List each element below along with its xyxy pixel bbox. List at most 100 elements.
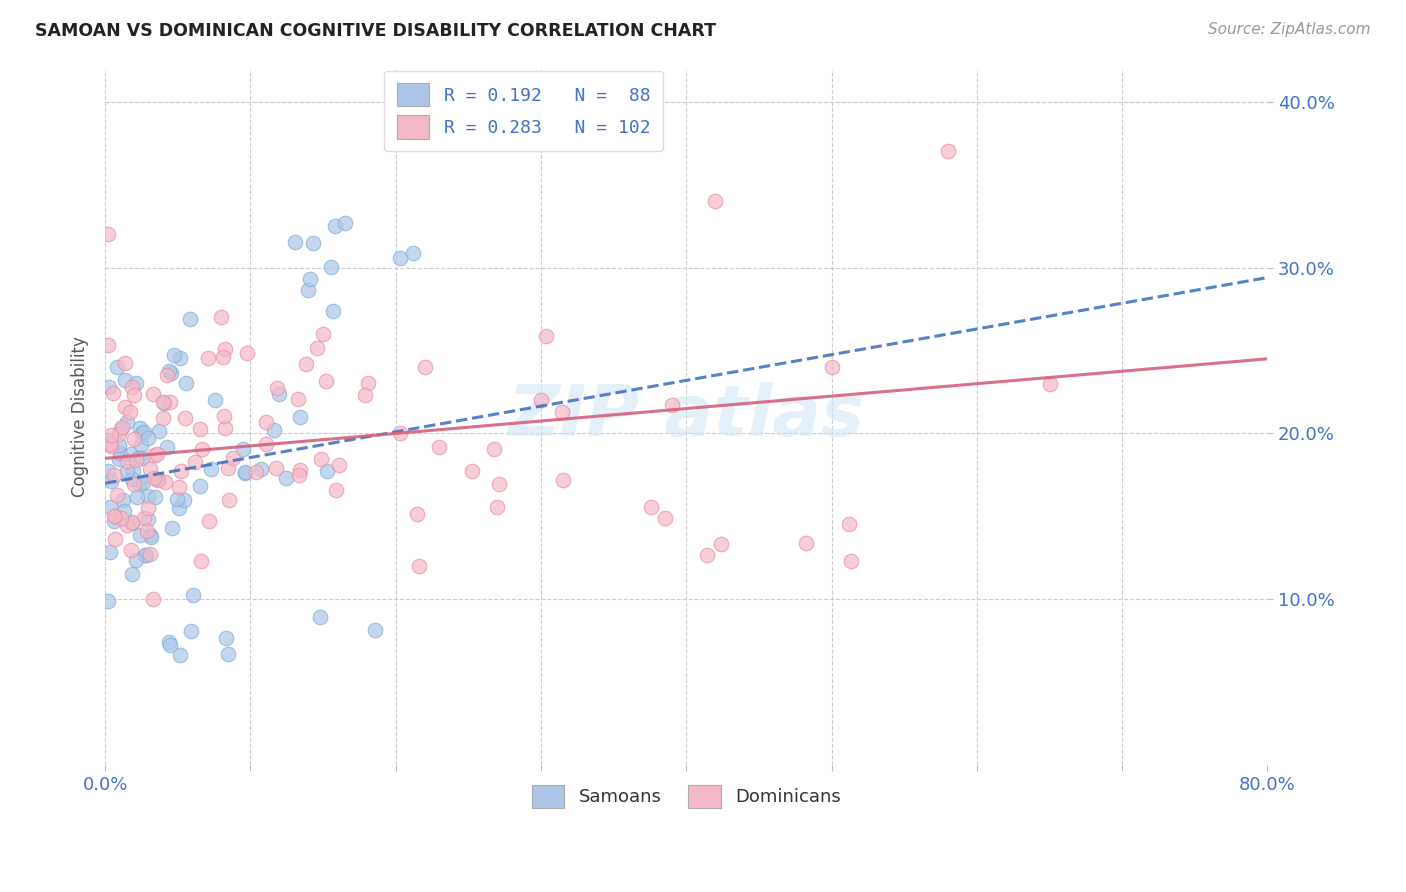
Point (316, 464, 339, 478)
Point (209, 310, 232, 325)
Point (315, 375, 337, 389)
Point (117, 454, 139, 468)
Point (233, 467, 256, 481)
Point (152, 395, 174, 409)
Point (120, 447, 142, 461)
Point (115, 464, 138, 478)
Point (97, 593, 120, 607)
Point (134, 510, 156, 524)
Point (152, 396, 174, 410)
Point (661, 398, 683, 412)
Point (551, 405, 574, 419)
Point (190, 554, 212, 568)
Point (312, 326, 335, 341)
Point (143, 449, 166, 463)
Point (104, 508, 127, 523)
Point (146, 473, 169, 487)
Point (115, 415, 138, 429)
Point (485, 500, 508, 515)
Point (214, 409, 236, 424)
Point (145, 447, 167, 461)
Point (254, 415, 277, 429)
Point (98, 500, 121, 514)
Point (121, 567, 143, 582)
Point (333, 216, 356, 230)
Point (110, 446, 132, 460)
Point (211, 351, 233, 365)
Point (197, 351, 219, 365)
Point (139, 527, 162, 541)
Point (167, 501, 190, 516)
Point (103, 467, 125, 482)
Point (122, 464, 145, 478)
Point (482, 442, 505, 457)
Point (308, 609, 330, 624)
Point (129, 527, 152, 541)
Point (233, 466, 256, 480)
Point (153, 475, 176, 489)
Y-axis label: Cognitive Disability: Cognitive Disability (72, 336, 89, 498)
Point (121, 380, 143, 394)
Point (125, 452, 148, 467)
Point (166, 492, 188, 507)
Point (173, 493, 195, 508)
Point (114, 401, 136, 415)
Point (704, 194, 727, 209)
Point (97, 338, 120, 352)
Point (197, 514, 219, 528)
Point (354, 388, 377, 402)
Point (157, 634, 180, 648)
Point (97, 227, 120, 242)
Point (245, 465, 267, 479)
Point (139, 547, 162, 561)
Point (263, 423, 285, 437)
Point (114, 373, 136, 387)
Point (169, 648, 191, 662)
Point (173, 411, 195, 425)
Point (121, 516, 143, 531)
Point (266, 381, 288, 395)
Point (181, 588, 204, 602)
Point (138, 512, 160, 526)
Point (100, 474, 122, 488)
Point (124, 432, 146, 446)
Point (107, 427, 129, 442)
Point (249, 462, 271, 476)
Point (129, 421, 152, 435)
Point (405, 508, 427, 522)
Point (118, 404, 141, 418)
Point (128, 477, 150, 491)
Point (274, 471, 297, 485)
Point (183, 455, 205, 469)
Point (488, 477, 510, 491)
Point (357, 376, 380, 390)
Point (794, 536, 817, 550)
Point (117, 518, 139, 533)
Point (103, 514, 125, 528)
Point (125, 552, 148, 566)
Point (107, 437, 129, 451)
Point (114, 356, 136, 370)
Point (112, 493, 135, 508)
Point (217, 461, 239, 475)
Point (287, 392, 309, 406)
Point (254, 437, 277, 451)
Point (388, 251, 411, 265)
Point (152, 410, 174, 425)
Point (696, 549, 718, 563)
Point (159, 395, 181, 409)
Point (105, 488, 128, 502)
Point (98, 545, 121, 559)
Point (323, 219, 346, 233)
Point (325, 483, 347, 497)
Point (204, 393, 226, 408)
Point (135, 549, 157, 563)
Point (136, 431, 159, 445)
Point (169, 351, 191, 365)
Point (402, 245, 425, 260)
Text: SAMOAN VS DOMINICAN COGNITIVE DISABILITY CORRELATION CHART: SAMOAN VS DOMINICAN COGNITIVE DISABILITY… (35, 22, 716, 40)
Point (127, 490, 149, 504)
Point (170, 464, 193, 478)
Point (143, 491, 166, 505)
Point (136, 489, 159, 503)
